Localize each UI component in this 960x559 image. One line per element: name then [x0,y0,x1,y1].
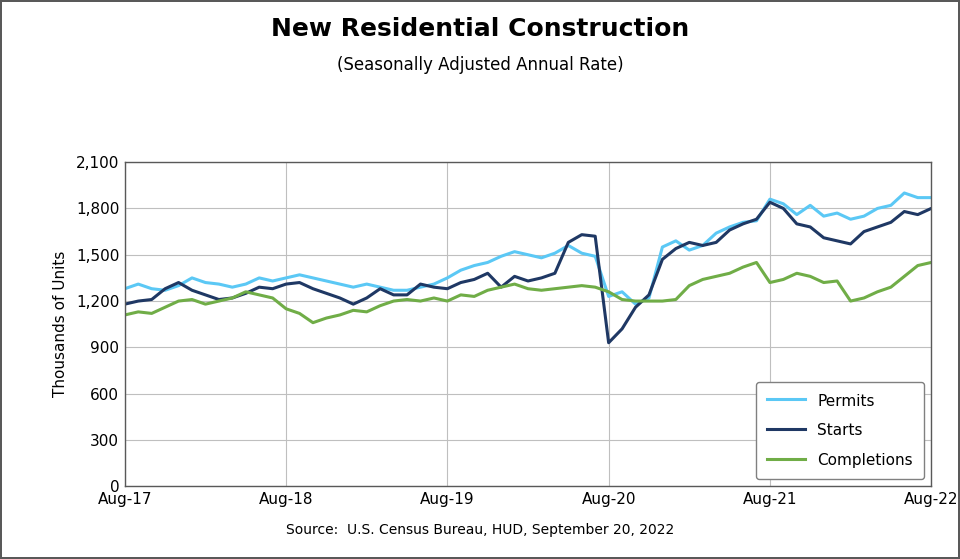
Permits [334,281,346,287]
Starts [119,301,131,307]
Text: (Seasonally Adjusted Annual Rate): (Seasonally Adjusted Annual Rate) [337,56,623,74]
Permits [442,274,453,281]
Completions [307,319,319,326]
Permits [603,293,614,300]
Completions [119,311,131,318]
Y-axis label: Thousands of Units: Thousands of Units [53,251,67,397]
Starts [603,339,614,346]
Text: New Residential Construction: New Residential Construction [271,17,689,41]
Line: Completions: Completions [125,263,960,323]
Completions [751,259,762,266]
Completions [952,279,960,286]
Permits [952,202,960,209]
Completions [348,307,359,314]
Line: Permits: Permits [125,193,960,304]
Permits [119,285,131,292]
Starts [616,325,628,332]
Line: Starts: Starts [125,202,960,343]
Completions [455,292,467,299]
Text: Source:  U.S. Census Bureau, HUD, September 20, 2022: Source: U.S. Census Bureau, HUD, Septemb… [286,523,674,537]
Permits [630,301,641,307]
Completions [616,296,628,303]
Starts [952,202,960,209]
Starts [442,285,453,292]
Legend: Permits, Starts, Completions: Permits, Starts, Completions [756,382,924,479]
Starts [334,295,346,301]
Permits [899,190,910,196]
Starts [764,199,776,206]
